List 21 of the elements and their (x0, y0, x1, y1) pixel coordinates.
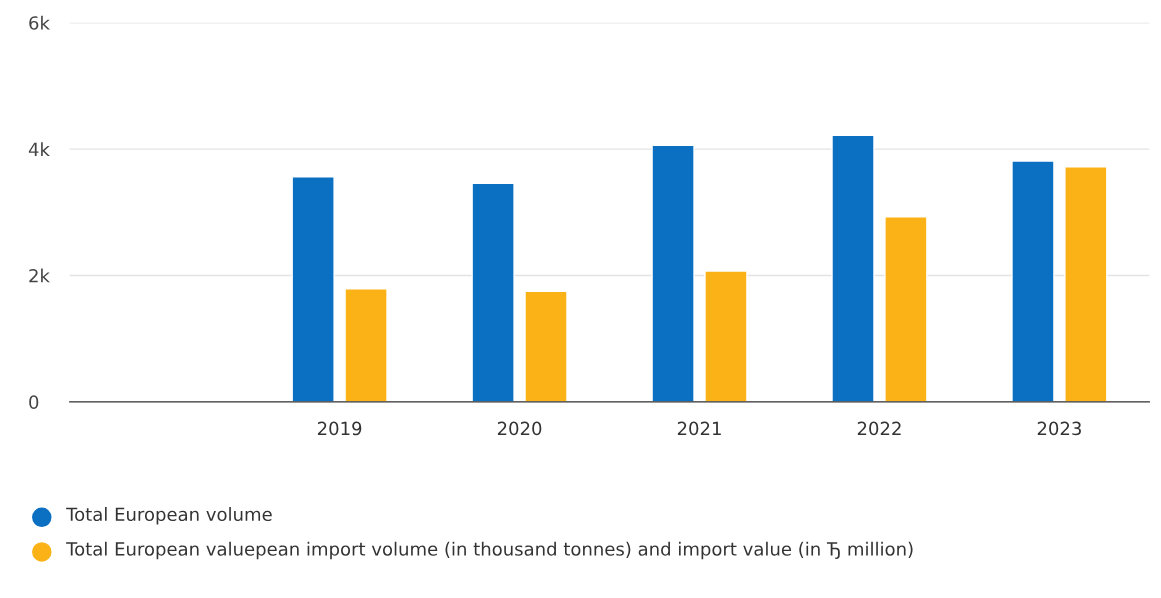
bar (831, 134, 875, 402)
y-tick-label: 2k (29, 268, 50, 283)
x-tick-label: 2023 (1037, 421, 1081, 436)
legend-label: Total European valuepean import volume (in thousand tonnes) and import value (in Ђ million) (66, 541, 913, 560)
x-tick-label: 2020 (497, 421, 542, 436)
legend-label: Total European volume (66, 507, 272, 525)
bar (704, 270, 748, 402)
bar (344, 288, 388, 402)
y-tick-label: 0 (29, 395, 39, 409)
y-tick-label: 4k (28, 142, 50, 156)
x-tick-label: 2021 (677, 421, 721, 436)
bar (524, 290, 568, 402)
bar (651, 144, 695, 402)
bar (1064, 166, 1108, 402)
x-tick-label: 2022 (857, 421, 901, 436)
bar (1011, 160, 1055, 402)
bar (291, 176, 335, 402)
x-tick-label: 2019 (317, 421, 362, 436)
y-tick-label: 6k (29, 15, 50, 30)
bar (471, 182, 515, 402)
bar (884, 216, 928, 402)
